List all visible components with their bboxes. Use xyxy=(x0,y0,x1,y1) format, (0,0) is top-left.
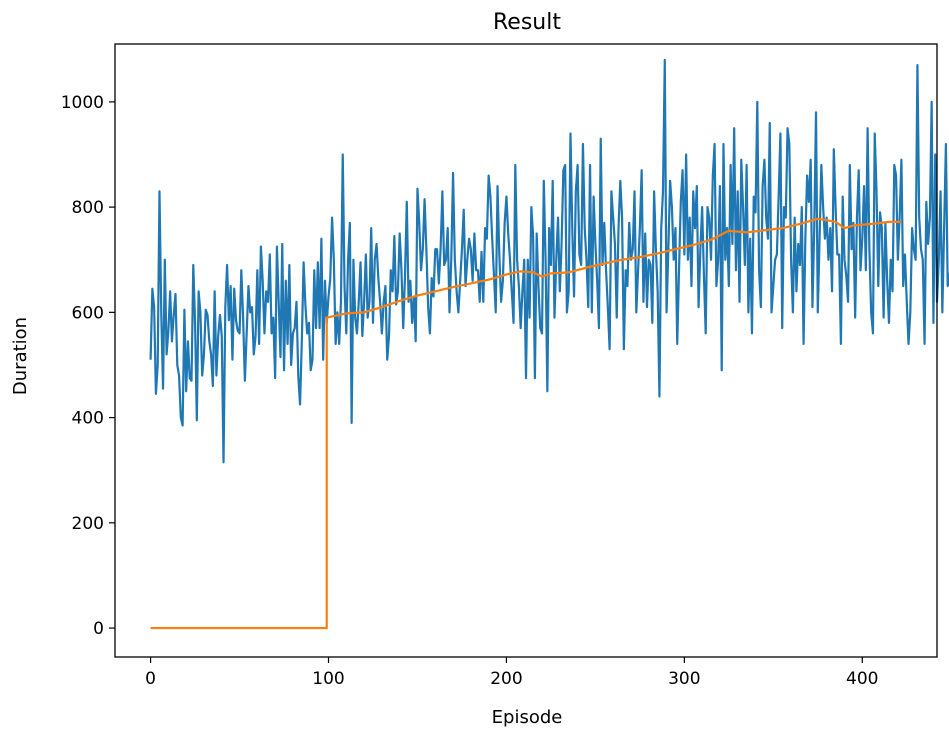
x-tick-label: 200 xyxy=(490,669,522,689)
x-axis: 0 100 200 300 400 xyxy=(145,657,878,689)
plot-frame xyxy=(114,43,938,658)
y-tick-label: 1000 xyxy=(61,93,104,113)
y-tick-label: 800 xyxy=(72,198,104,218)
series-line-2 xyxy=(150,217,902,630)
y-tick-label: 0 xyxy=(93,619,104,639)
y-axis: 0 200 400 600 800 1000 xyxy=(61,93,115,639)
x-axis-label: Episode xyxy=(492,707,563,728)
x-tick-label: 0 xyxy=(145,669,156,689)
x-tick-label: 100 xyxy=(312,669,344,689)
plot-area xyxy=(149,58,949,630)
series-line-1 xyxy=(149,58,949,464)
x-tick-label: 400 xyxy=(846,669,878,689)
y-tick-label: 200 xyxy=(72,514,104,534)
y-axis-label: Duration xyxy=(10,317,31,395)
y-tick-label: 400 xyxy=(72,409,104,429)
x-tick-label: 300 xyxy=(668,669,700,689)
y-tick-label: 600 xyxy=(72,303,104,323)
chart-title: Result xyxy=(493,10,561,35)
